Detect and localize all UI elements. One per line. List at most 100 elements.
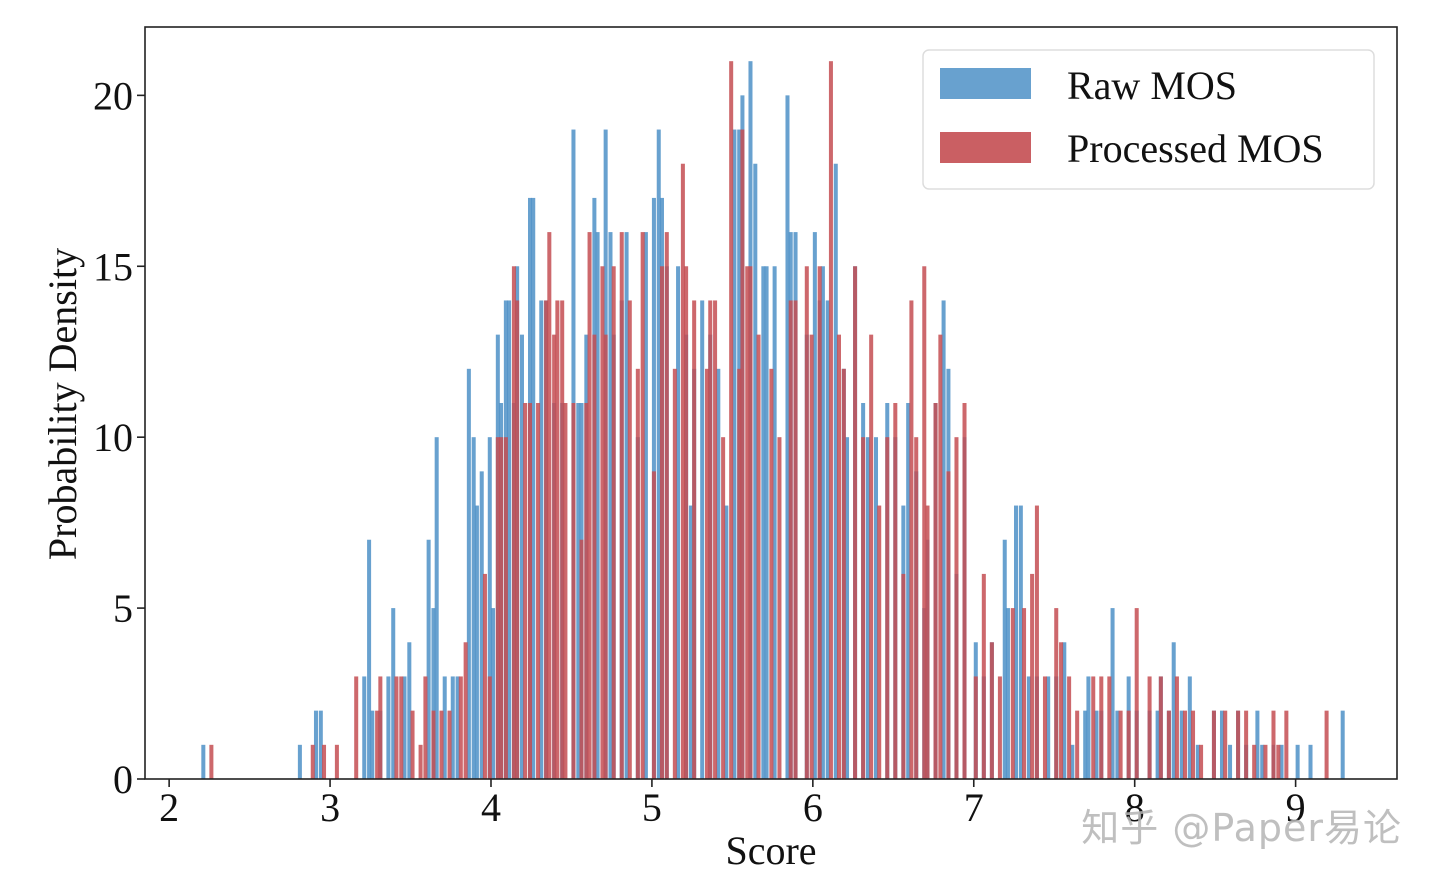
raw-mos-bar-108	[1062, 642, 1067, 779]
raw-mos-bar-122	[1171, 642, 1176, 779]
processed-mos-bar-88	[973, 676, 978, 779]
processed-mos-bar-22	[511, 266, 516, 779]
processed-mos-bar-48	[672, 368, 677, 779]
raw-mos-bar-132	[1260, 744, 1265, 779]
processed-mos-bar-110	[1174, 676, 1179, 779]
processed-mos-bar-108	[1158, 676, 1163, 779]
processed-mos-bar-94	[1030, 573, 1035, 779]
processed-mos-bar-17	[482, 573, 487, 779]
processed-mos-bar-56	[729, 61, 734, 780]
raw-mos-bar-61	[724, 505, 729, 779]
raw-mos-bar-103	[1018, 505, 1023, 779]
legend-label-processed: Processed MOS	[1067, 126, 1324, 171]
processed-mos-bar-39	[603, 334, 608, 779]
raw-mos-bar-22	[487, 437, 492, 779]
processed-mos-bar-96	[1042, 676, 1047, 779]
raw-mos-bar-23	[490, 608, 496, 779]
raw-mos-bar-100	[1002, 539, 1007, 779]
raw-mos-bar-20	[474, 505, 479, 779]
raw-mos-bar-84	[873, 437, 879, 779]
processed-mos-bar-59	[745, 266, 750, 779]
x-tick-label-8: 8	[1125, 785, 1145, 830]
processed-mos-bar-68	[817, 266, 822, 779]
raw-mos-bar-135	[1295, 744, 1300, 779]
x-tick-label-7: 7	[964, 785, 984, 830]
raw-mos-bar-44	[608, 232, 613, 780]
processed-mos-bar-20	[499, 437, 504, 779]
raw-mos-bar-109	[1070, 744, 1075, 779]
x-axis-title: Score	[725, 828, 816, 873]
raw-mos-bar-5	[367, 539, 372, 779]
raw-mos-bar-67	[761, 266, 766, 779]
processed-mos-bar-75	[877, 505, 882, 779]
raw-mos-bar-80	[845, 437, 850, 779]
raw-mos-bar-112	[1094, 710, 1099, 779]
raw-mos-bar-115	[1115, 710, 1120, 779]
processed-mos-bar-64	[788, 300, 793, 779]
plot-frame	[144, 26, 1398, 780]
y-axis-ticks: 0 5 10 15 20	[93, 73, 145, 802]
raw-mos-bar-30	[519, 334, 524, 779]
processed-mos-bar-90	[989, 642, 994, 779]
processed-mos-bar-113	[1199, 744, 1204, 779]
processed-mos-bar-46	[659, 266, 664, 779]
processed-mos-bar-123	[1324, 710, 1329, 779]
raw-mos-bar-125	[1195, 744, 1200, 779]
raw-mos-bar-42	[595, 232, 600, 780]
processed-mos-bar-53	[708, 300, 713, 779]
x-tick-label-5: 5	[642, 785, 662, 830]
processed-mos-bar-19	[495, 437, 500, 779]
processed-mos-bar-93	[1022, 608, 1027, 779]
processed-mos-bar-9	[410, 710, 415, 779]
raw-mos-bar-19	[471, 437, 476, 779]
x-axis-ticks: 2 3 4 5 6 7 8 9	[159, 779, 1306, 830]
processed-mos-bar-5	[375, 710, 380, 779]
processed-mos-bar-14	[447, 710, 452, 779]
processed-mos-bar-109	[1166, 710, 1171, 779]
processed-mos-bar-76	[885, 437, 890, 779]
processed-mos-bar-66	[804, 266, 809, 779]
processed-mos-bar-29	[552, 334, 557, 779]
raw-mos-bar-3	[318, 710, 323, 779]
raw-mos-bar-47	[624, 232, 629, 780]
raw-mos-bar-49	[643, 232, 648, 780]
processed-mos-bar-101	[1091, 676, 1096, 779]
processed-mos-bar-69	[828, 61, 833, 780]
raw-mos-bar-106	[1046, 676, 1051, 779]
processed-mos-bar-4	[354, 676, 359, 779]
processed-mos-bar-91	[997, 676, 1002, 779]
y-tick-label-20: 20	[93, 73, 133, 118]
raw-mos-bar-77	[825, 300, 830, 779]
raw-mos-bar-68	[764, 266, 769, 779]
raw-mos-bar-13	[431, 608, 436, 779]
processed-mos-bar-114	[1211, 710, 1216, 779]
legend: Raw MOS Processed MOS	[922, 49, 1375, 190]
processed-mos-bar-10	[418, 744, 423, 779]
processed-mos-bar-40	[611, 266, 616, 779]
x-tick-label-4: 4	[481, 785, 501, 830]
processed-mos-bar-83	[933, 403, 938, 779]
processed-mos-bar-30	[555, 300, 560, 779]
processed-mos-bar-63	[777, 437, 782, 779]
processed-mos-bar-61	[756, 334, 761, 779]
raw-mos-bar-74	[812, 232, 817, 780]
processed-mos-bar-57	[737, 368, 742, 779]
x-tick-label-6: 6	[803, 785, 823, 830]
processed-mos-bar-118	[1252, 744, 1257, 779]
processed-mos-bar-26	[536, 403, 541, 779]
raw-mos-bar-15	[442, 676, 447, 779]
raw-mos-bar-83	[865, 437, 870, 779]
raw-mos-bar-2	[313, 710, 318, 779]
raw-mos-bar-32	[531, 197, 536, 779]
raw-mos-bar-11	[407, 642, 412, 779]
processed-mos-bar-62	[769, 368, 774, 779]
processed-mos-bar-95	[1034, 505, 1039, 779]
raw-mos-bar-27	[507, 300, 512, 779]
processed-mos-bar-78	[901, 573, 906, 779]
processed-mos-bar-54	[713, 300, 718, 779]
processed-mos-bar-115	[1223, 710, 1228, 779]
raw-mos-bar-78	[833, 163, 838, 780]
processed-mos-bar-102	[1099, 676, 1104, 779]
processed-mos-bar-97	[1054, 608, 1059, 779]
raw-mos-bar-62	[732, 129, 737, 780]
